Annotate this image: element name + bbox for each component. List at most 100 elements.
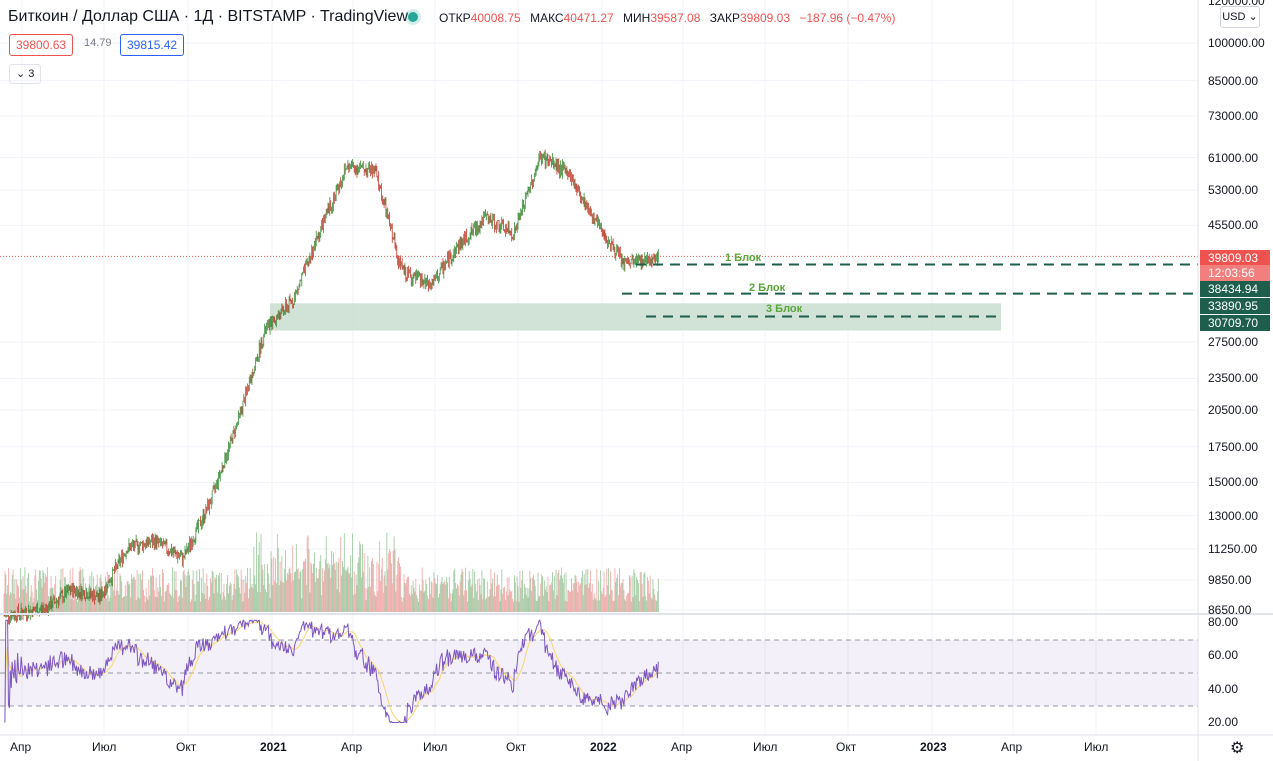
volume-bar (187, 571, 189, 612)
block2-label[interactable]: 2 Блок (749, 282, 786, 294)
currency-select[interactable]: USD ⌄ (1220, 6, 1260, 28)
volume-bar (480, 594, 482, 612)
volume-bar (135, 599, 137, 612)
volume-bar (487, 597, 489, 612)
volume-bar (628, 592, 629, 612)
volume-bar (113, 590, 115, 612)
volume-bar (631, 575, 633, 612)
volume-bar (485, 599, 486, 612)
buy-price-button[interactable]: 39815.42 (120, 34, 185, 56)
volume-bar (409, 595, 411, 612)
volume-bar (479, 584, 481, 612)
volume-bar (361, 577, 362, 612)
volume-bar (8, 568, 10, 612)
volume-bar (189, 575, 191, 612)
block3-label[interactable]: 3 Блок (766, 303, 803, 315)
volume-bar (269, 598, 271, 612)
volume-bar (628, 575, 630, 612)
gear-icon[interactable]: ⚙ (1230, 740, 1245, 757)
volume-bar (240, 569, 242, 612)
symbol-title[interactable]: Биткоин / Доллар США · 1Д · BITSTAMP · T… (8, 8, 408, 25)
volume-bar (18, 586, 19, 612)
volume-bar (422, 580, 424, 612)
volume-bar (319, 560, 321, 612)
volume-bar (163, 601, 165, 612)
indicators-toggle[interactable]: ⌄ 3 (9, 64, 42, 84)
volume-bar (648, 593, 650, 612)
volume-bar (596, 568, 598, 612)
volume-bar (430, 581, 432, 612)
volume-bar (115, 590, 117, 612)
volume-bar (510, 592, 512, 612)
volume-bar (342, 561, 343, 612)
volume-bar (364, 587, 366, 612)
volume-bar (492, 578, 494, 612)
volume-bar (590, 570, 591, 612)
volume-bar (468, 571, 470, 612)
volume-bar (641, 583, 643, 612)
volume-bar (171, 567, 173, 612)
volume-bar (108, 601, 110, 612)
volume-bar (427, 595, 429, 612)
volume-bar (595, 599, 597, 612)
volume-bar (216, 574, 218, 612)
volume-bar (326, 564, 328, 612)
volume-bar (486, 581, 488, 612)
volume-bar (285, 550, 286, 612)
volume-bar (594, 597, 596, 612)
volume-bar (121, 581, 123, 612)
volume-bar (548, 600, 550, 612)
close-value: 39809.03 (739, 11, 791, 25)
volume-bar (336, 589, 338, 612)
volume-bar (605, 594, 607, 612)
volume-bar (157, 587, 159, 612)
volume-bar (647, 580, 649, 612)
volume-bar (129, 583, 131, 612)
volume-bar (342, 567, 344, 612)
volume-bar (601, 593, 603, 612)
volume-bar (260, 533, 262, 612)
price-tick-label: 9850.00 (1208, 572, 1252, 587)
volume-bar (614, 568, 616, 612)
volume-bar (238, 587, 240, 612)
volume-bar (190, 599, 192, 612)
price-tick-label: 8650.00 (1208, 603, 1252, 617)
volume-bar (262, 570, 264, 612)
volume-bar (626, 595, 628, 612)
volume-bar (156, 597, 158, 612)
volume-bar (428, 599, 429, 612)
volume-bar (467, 580, 469, 612)
volume-bar (339, 592, 341, 612)
block1-label[interactable]: 1 Блок (725, 252, 762, 264)
volume-bar (630, 601, 632, 612)
volume-bar (352, 533, 353, 612)
volume-bar (310, 562, 312, 612)
volume-bar (558, 569, 560, 612)
volume-bar (236, 569, 238, 612)
volume-bar (542, 576, 543, 612)
volume-bar (258, 542, 260, 612)
volume-bar (276, 583, 277, 612)
volume-bar (415, 578, 417, 612)
volume-bar (172, 597, 174, 612)
volume-bar (219, 593, 221, 612)
block2-price-tag: 33890.95 (1200, 298, 1270, 314)
volume-bar (266, 592, 267, 612)
volume-bar (180, 580, 181, 612)
volume-bar (305, 584, 307, 612)
volume-bar (303, 561, 305, 612)
sell-price-button[interactable]: 39800.63 (9, 34, 74, 56)
volume-bar (577, 592, 579, 612)
volume-bar (63, 596, 65, 612)
volume-bar (529, 570, 531, 612)
volume-bar (377, 591, 379, 612)
volume-bar (621, 583, 623, 612)
volume-bar (532, 577, 534, 612)
volume-bar (30, 584, 32, 612)
volume-bar (322, 568, 324, 612)
volume-bar (439, 584, 441, 612)
volume-bar (381, 558, 383, 612)
volume-bar (265, 589, 267, 612)
volume-bar (332, 564, 334, 612)
